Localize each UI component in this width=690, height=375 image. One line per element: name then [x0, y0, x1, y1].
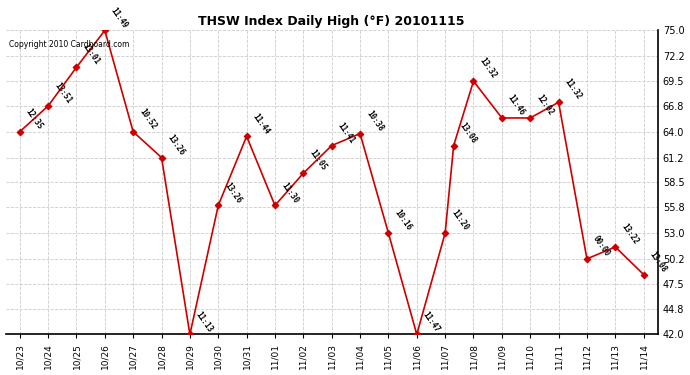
Text: 11:46: 11:46 [506, 93, 526, 117]
Point [326, 142, 337, 148]
Title: THSW Index Daily High (°F) 20101115: THSW Index Daily High (°F) 20101115 [199, 15, 465, 28]
Text: 13:08: 13:08 [457, 121, 478, 145]
Point [440, 230, 451, 236]
Text: 12:35: 12:35 [24, 107, 45, 131]
Text: 11:20: 11:20 [449, 208, 470, 232]
Point [582, 256, 593, 262]
Text: 00:00: 00:00 [591, 234, 612, 258]
Point [213, 202, 224, 208]
Point [71, 64, 82, 70]
Text: 13:22: 13:22 [620, 222, 640, 246]
Text: 11:30: 11:30 [279, 181, 299, 205]
Text: 13:51: 13:51 [52, 81, 73, 105]
Text: 13:26: 13:26 [166, 133, 186, 157]
Text: 13:32: 13:32 [477, 56, 498, 80]
Point [241, 134, 252, 140]
Text: 12:02: 12:02 [534, 93, 555, 117]
Point [411, 332, 422, 338]
Point [99, 27, 110, 33]
Text: 11:44: 11:44 [250, 111, 271, 136]
Point [524, 115, 535, 121]
Point [298, 170, 309, 176]
Text: 13:08: 13:08 [648, 250, 669, 274]
Point [43, 103, 54, 109]
Text: 11:13: 11:13 [194, 309, 215, 334]
Point [496, 115, 507, 121]
Point [448, 142, 459, 148]
Text: 13:01: 13:01 [81, 42, 101, 66]
Point [184, 332, 195, 338]
Text: 10:16: 10:16 [393, 208, 413, 232]
Text: 11:47: 11:47 [421, 309, 442, 334]
Point [355, 130, 366, 136]
Point [553, 99, 564, 105]
Text: 10:52: 10:52 [137, 107, 158, 131]
Point [610, 244, 621, 250]
Point [468, 78, 479, 84]
Text: 11:32: 11:32 [563, 77, 583, 102]
Text: 11:41: 11:41 [336, 121, 357, 145]
Text: Copyright 2010 Cardboard.com: Copyright 2010 Cardboard.com [9, 39, 129, 48]
Point [156, 154, 167, 160]
Point [383, 230, 394, 236]
Point [638, 272, 649, 278]
Text: 11:05: 11:05 [308, 148, 328, 172]
Text: 11:49: 11:49 [109, 6, 130, 30]
Text: 13:26: 13:26 [222, 181, 243, 205]
Point [270, 202, 281, 208]
Point [14, 129, 26, 135]
Text: 10:38: 10:38 [364, 109, 385, 133]
Point [128, 129, 139, 135]
